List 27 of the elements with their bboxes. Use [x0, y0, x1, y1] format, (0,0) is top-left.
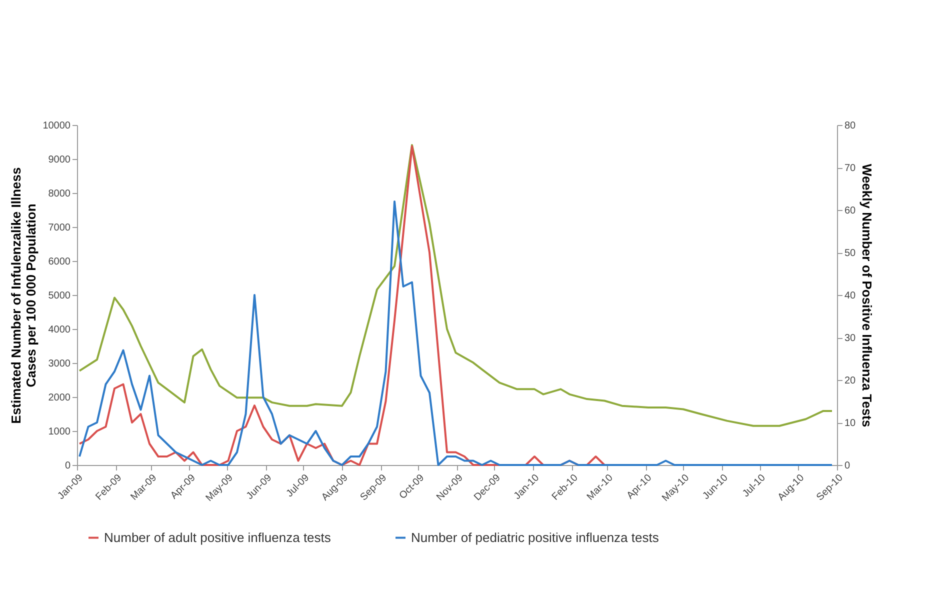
line-series: [78, 145, 606, 466]
y-tick-label: 8000: [48, 188, 71, 200]
y2-tick-label: 20: [844, 376, 856, 386]
y-tick-label: 10000: [42, 120, 71, 132]
y-tick-label: 7000: [48, 222, 71, 234]
y2-tick-label: 60: [844, 206, 856, 216]
y-tick-label: 2000: [48, 392, 71, 404]
y-tick-label: 0: [64, 460, 71, 472]
y-tick-label: 3000: [48, 358, 71, 370]
y2-axis-title: Weekly Number of Positive Influenza Tests: [860, 164, 875, 428]
line-series: [78, 200, 833, 466]
line-series: [78, 144, 833, 427]
y2-tick-label: 50: [844, 248, 856, 259]
y-tick-label: 9000: [48, 154, 71, 166]
y-tick-label: 6000: [48, 256, 71, 268]
y-tick-label: 5000: [48, 290, 71, 302]
y2-tick-label: 70: [844, 163, 856, 174]
y2-tick-label: 10: [844, 418, 856, 429]
y2-tick-label: 80: [844, 120, 856, 132]
y2-tick-label: 40: [844, 290, 856, 302]
y-tick-label: 1000: [48, 426, 71, 438]
legend-label: Number of pediatric positive influenza tests: [411, 530, 660, 545]
y-tick-label: 4000: [48, 324, 71, 336]
y2-tick-label: 0: [844, 460, 850, 472]
y2-tick-label: 30: [844, 333, 856, 344]
legend-label: Number of adult positive influenza tests: [104, 530, 332, 545]
y-axis-title: Estimated Number of Infulenzalike Illness Cases per 100 000 Population: [8, 167, 39, 424]
